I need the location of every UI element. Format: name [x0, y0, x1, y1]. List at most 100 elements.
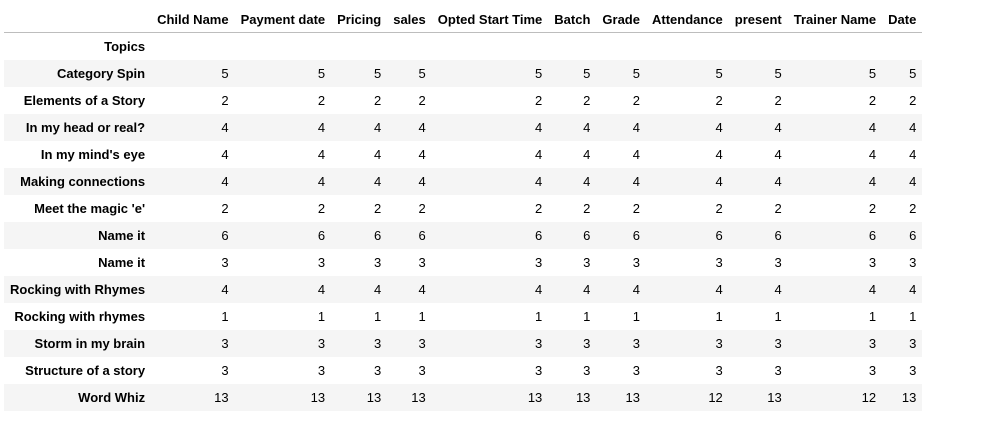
table-cell: 3 — [535, 363, 543, 378]
table-cell: 1 — [418, 309, 426, 324]
table-cell: 3 — [418, 255, 426, 270]
table-cell: 3 — [868, 363, 877, 378]
row-label: Category Spin — [56, 66, 146, 81]
table-cell: 3 — [774, 336, 782, 351]
table-cell: 1 — [909, 309, 917, 324]
corner-cell — [4, 6, 151, 33]
table-cell: 4 — [221, 174, 229, 189]
table-cell: 13 — [214, 390, 229, 405]
table-cell: 1 — [774, 309, 782, 324]
table-cell: 3 — [535, 255, 543, 270]
table-cell: 13 — [767, 390, 782, 405]
column-header: Batch — [554, 11, 591, 27]
table-cell: 4 — [868, 120, 877, 135]
table-row: Structure of a story 3 3 3 3 3 3 3 3 3 3 3 — [4, 357, 923, 384]
table-cell: 2 — [221, 93, 229, 108]
table-cell: 6 — [583, 228, 591, 243]
table-cell: 3 — [774, 255, 782, 270]
table-cell: 3 — [715, 363, 723, 378]
table-cell: 6 — [418, 228, 426, 243]
table-cell: 3 — [868, 336, 877, 351]
table-cell: 1 — [583, 309, 591, 324]
table-cell: 5 — [715, 66, 723, 81]
table-cell: 4 — [632, 282, 640, 297]
table-cell: 2 — [221, 201, 229, 216]
index-name-row: Topics — [4, 33, 922, 61]
table-cell: 1 — [221, 309, 229, 324]
column-header: Trainer Name — [793, 11, 877, 27]
table-cell: 4 — [715, 282, 723, 297]
table-row: Storm in my brain 3 3 3 3 3 3 3 3 3 3 3 — [4, 330, 923, 357]
row-label: In my head or real? — [25, 120, 146, 135]
table-row: In my head or real? 4 4 4 4 4 4 4 4 4 4 4 — [4, 114, 923, 141]
table-cell: 6 — [632, 228, 640, 243]
column-header: Date — [888, 11, 917, 27]
table-cell: 2 — [583, 201, 591, 216]
row-label: Name it — [98, 228, 146, 243]
table-cell: 2 — [632, 201, 640, 216]
table-cell: 5 — [868, 66, 877, 81]
table-cell: 4 — [535, 174, 543, 189]
row-label: Word Whiz — [78, 390, 146, 405]
table-cell: 3 — [583, 255, 591, 270]
table-row: Rocking with Rhymes 4 4 4 4 4 4 4 4 4 4 4 — [4, 276, 923, 303]
row-label: Structure of a story — [25, 363, 146, 378]
table-cell: 3 — [909, 363, 917, 378]
table-cell: 3 — [373, 363, 382, 378]
table-cell: 2 — [373, 93, 382, 108]
table-cell: 6 — [909, 228, 917, 243]
table-cell: 13 — [575, 390, 591, 405]
table-cell: 2 — [418, 93, 426, 108]
table-cell: 2 — [535, 201, 543, 216]
table-cell: 3 — [774, 363, 782, 378]
table-cell: 3 — [535, 336, 543, 351]
table-cell: 2 — [583, 93, 591, 108]
table-cell: 4 — [583, 147, 591, 162]
table-cell: 13 — [625, 390, 640, 405]
table-cell: 1 — [868, 309, 877, 324]
table-cell: 2 — [715, 93, 723, 108]
table-cell: 4 — [715, 174, 723, 189]
table-cell: 4 — [909, 174, 917, 189]
table-cell: 3 — [317, 255, 326, 270]
table-row: In my mind's eye 4 4 4 4 4 4 4 4 4 4 4 — [4, 141, 923, 168]
column-header: Pricing — [337, 11, 382, 27]
table-cell: 6 — [221, 228, 229, 243]
table-cell: 3 — [221, 255, 229, 270]
column-header: present — [734, 11, 782, 27]
table-cell: 13 — [901, 390, 917, 405]
table-cell: 4 — [418, 120, 426, 135]
table-cell: 3 — [583, 363, 591, 378]
table-cell: 3 — [373, 255, 382, 270]
table-cell: 5 — [317, 66, 326, 81]
index-name-header: Topics — [104, 39, 146, 54]
table-cell: 4 — [418, 174, 426, 189]
table-cell: 12 — [708, 390, 723, 405]
table-cell: 3 — [583, 336, 591, 351]
table-row: Name it 6 6 6 6 6 6 6 6 6 6 6 — [4, 222, 923, 249]
table-cell: 13 — [527, 390, 543, 405]
table-cell: 4 — [583, 120, 591, 135]
table-cell: 4 — [774, 147, 782, 162]
table-cell: 2 — [317, 201, 326, 216]
table-cell: 2 — [373, 201, 382, 216]
table-cell: 1 — [373, 309, 382, 324]
row-label: Making connections — [20, 174, 146, 189]
table-cell: 3 — [632, 336, 640, 351]
row-label: Elements of a Story — [23, 93, 146, 108]
table-cell: 6 — [774, 228, 782, 243]
table-cell: 1 — [632, 309, 640, 324]
table-cell: 2 — [774, 201, 782, 216]
row-label: Storm in my brain — [34, 336, 146, 351]
table-cell: 3 — [221, 363, 229, 378]
table-cell: 4 — [418, 147, 426, 162]
table-cell: 1 — [535, 309, 543, 324]
row-label: Name it — [98, 255, 146, 270]
table-cell: 4 — [373, 174, 382, 189]
table-cell: 2 — [418, 201, 426, 216]
table-cell: 6 — [868, 228, 877, 243]
table-cell: 5 — [632, 66, 640, 81]
row-label: In my mind's eye — [40, 147, 146, 162]
table-cell: 4 — [221, 282, 229, 297]
table-cell: 3 — [632, 363, 640, 378]
